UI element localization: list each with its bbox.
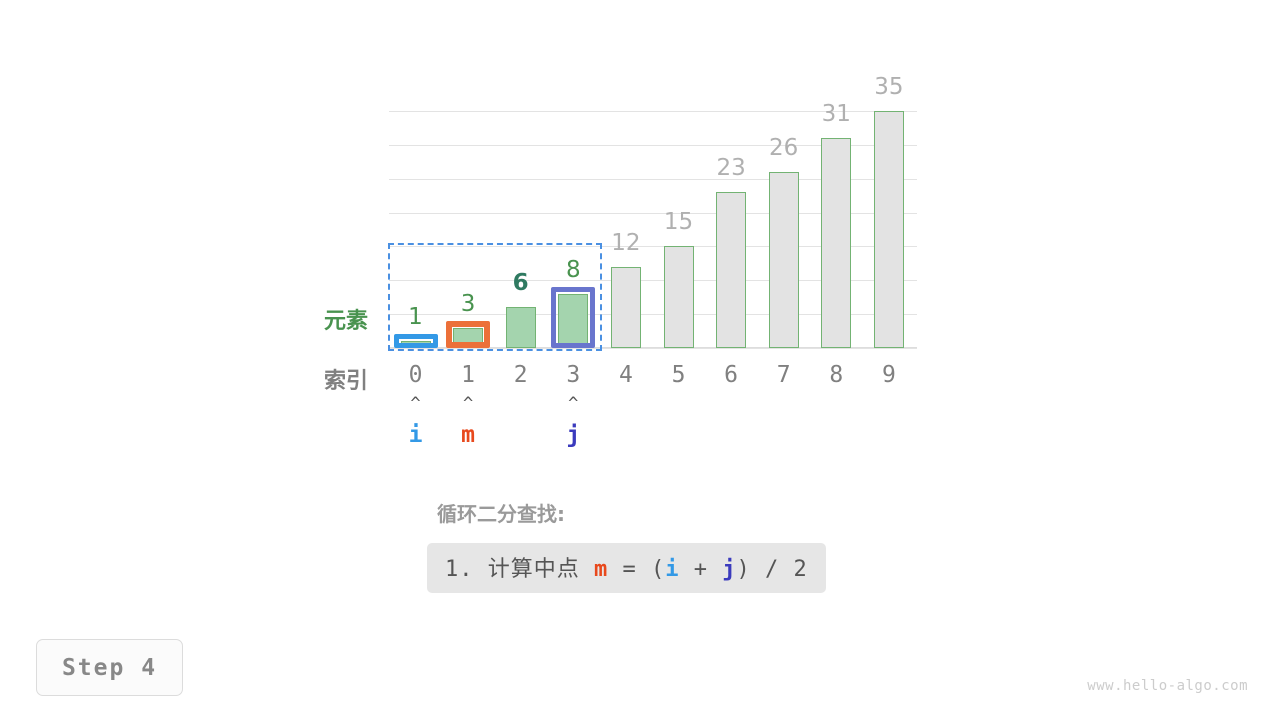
footer-url: www.hello-algo.com [1087, 678, 1248, 694]
bar-highlight-pointer-i [393, 334, 438, 348]
bar-4 [610, 266, 641, 348]
bar-value-label-5: 15 [663, 209, 694, 236]
pointer-caret-j: ^ [568, 394, 579, 414]
element-row-label: 元素 [324, 309, 369, 334]
pointer-label-j: j [566, 422, 581, 448]
chart-baseline [389, 347, 917, 348]
bar-value-label-1: 3 [460, 290, 476, 317]
caption-formula: 1. 计算中点 m = (i + j) / 2 [427, 543, 826, 593]
bar-2 [505, 307, 536, 348]
bar-9 [873, 111, 904, 348]
pointer-label-i: i [408, 422, 423, 448]
gridline [389, 348, 917, 349]
bar-value-label-9: 35 [874, 74, 904, 100]
index-tick-2: 2 [513, 362, 528, 388]
pointer-caret-m: ^ [462, 394, 474, 414]
bar-6 [716, 192, 747, 348]
bar-value-label-4: 12 [611, 229, 641, 256]
index-row-label: 索引 [324, 369, 369, 394]
gridline [389, 246, 917, 248]
bar-7 [768, 171, 799, 348]
bar-value-label-2: 6 [512, 270, 529, 297]
bar-3 [558, 293, 589, 348]
index-tick-9: 9 [881, 362, 896, 388]
bar-5 [663, 246, 694, 348]
formula-var-j: j [722, 557, 737, 582]
formula-suffix: ) / 2 [736, 557, 808, 582]
formula-prefix: 1. 计算中点 [445, 557, 594, 582]
pointer-caret-i: ^ [410, 394, 421, 414]
gridline [389, 144, 917, 146]
formula-plus: + [679, 557, 723, 582]
gridline [389, 178, 917, 180]
index-tick-4: 4 [618, 362, 633, 388]
formula-var-m: m [593, 557, 609, 582]
bar-value-label-3: 8 [565, 256, 581, 283]
pointer-label-m: m [461, 422, 476, 448]
bar-chart [389, 111, 917, 349]
bar-highlight-pointer-j [551, 286, 596, 348]
bar-value-label-0: 1 [408, 304, 423, 331]
formula-equals: = ( [608, 557, 666, 582]
bar-highlight-pointer-m [446, 320, 491, 348]
bar-value-label-7: 26 [769, 134, 799, 161]
bar-8 [821, 138, 852, 348]
formula-var-i: i [665, 557, 680, 582]
index-tick-7: 7 [776, 362, 791, 388]
gridline [389, 314, 917, 316]
index-tick-6: 6 [724, 362, 739, 388]
bar-value-label-8: 31 [821, 101, 851, 128]
index-tick-1: 1 [461, 362, 476, 388]
index-tick-3: 3 [566, 362, 581, 388]
index-tick-8: 8 [829, 362, 844, 388]
gridline [389, 212, 917, 214]
index-tick-5: 5 [671, 362, 686, 388]
step-badge: Step 4 [36, 639, 183, 696]
bar-value-label-6: 23 [716, 155, 746, 182]
index-tick-0: 0 [408, 362, 423, 388]
search-range-box [388, 243, 602, 351]
caption-title: 循环二分查找: [437, 502, 565, 526]
gridline [389, 280, 917, 282]
gridline [389, 111, 917, 112]
